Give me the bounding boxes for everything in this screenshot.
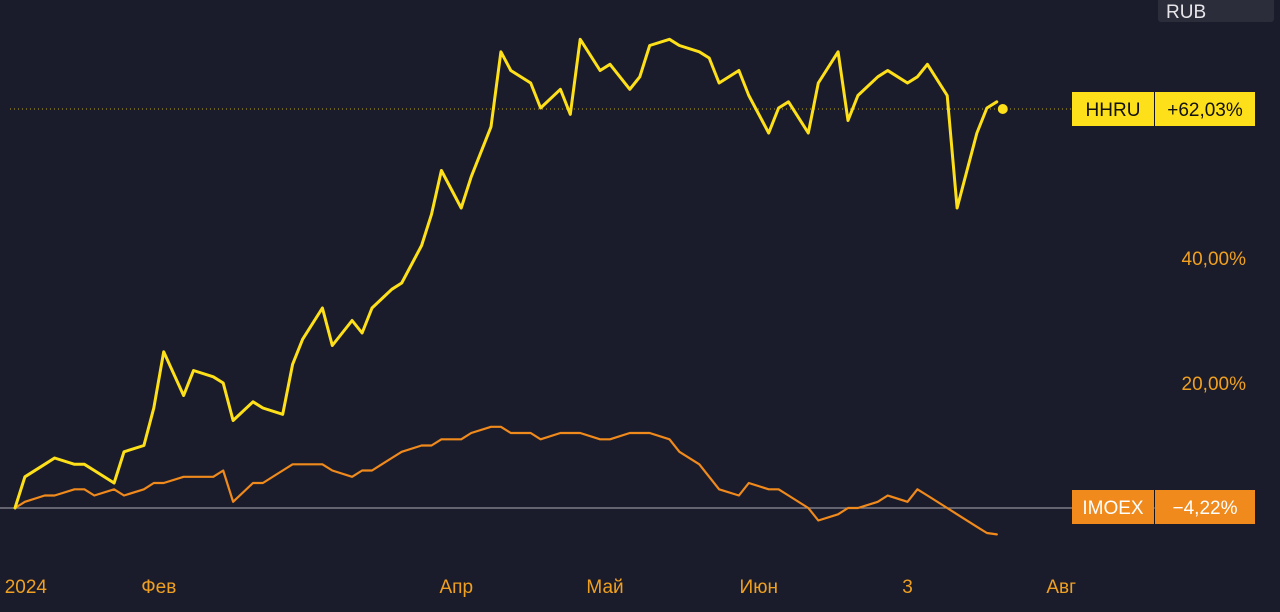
series-tag-value-box [1155,490,1255,524]
x-tick-label: Май [586,577,623,598]
x-tick-label: Июн [740,577,778,598]
series-tag-name: HHRU [1086,100,1141,121]
series-tag-value: +62,03% [1167,100,1243,121]
series-line-hhru [13,37,999,510]
series-tag-name-box [1072,490,1154,524]
series-tag-hhru: HHRU +62,03% [1072,92,1255,126]
last-point-marker-hhru [997,104,1008,114]
currency-box [1158,0,1274,22]
x-tick-label: Апр [440,577,474,598]
x-tick-label: Авг [1046,577,1076,598]
x-tick-label: Фев [141,577,176,598]
series-tag-imoex: IMOEX −4,22% [1072,490,1255,524]
series-tag-value-box [1155,92,1255,126]
series-tag-name-box [1072,92,1154,126]
series-tag-name: IMOEX [1082,498,1144,519]
y-tick-label: 40,00% [1182,249,1247,270]
x-tick-label: 3 [902,577,913,598]
series-line-imoex [13,425,998,536]
x-tick-label: 2024 [5,577,48,598]
series-tag-value: −4,22% [1173,498,1238,519]
currency-label: RUB [1166,2,1206,23]
y-tick-label: 20,00% [1182,374,1247,395]
currency-selector[interactable]: RUB [1158,0,1274,23]
